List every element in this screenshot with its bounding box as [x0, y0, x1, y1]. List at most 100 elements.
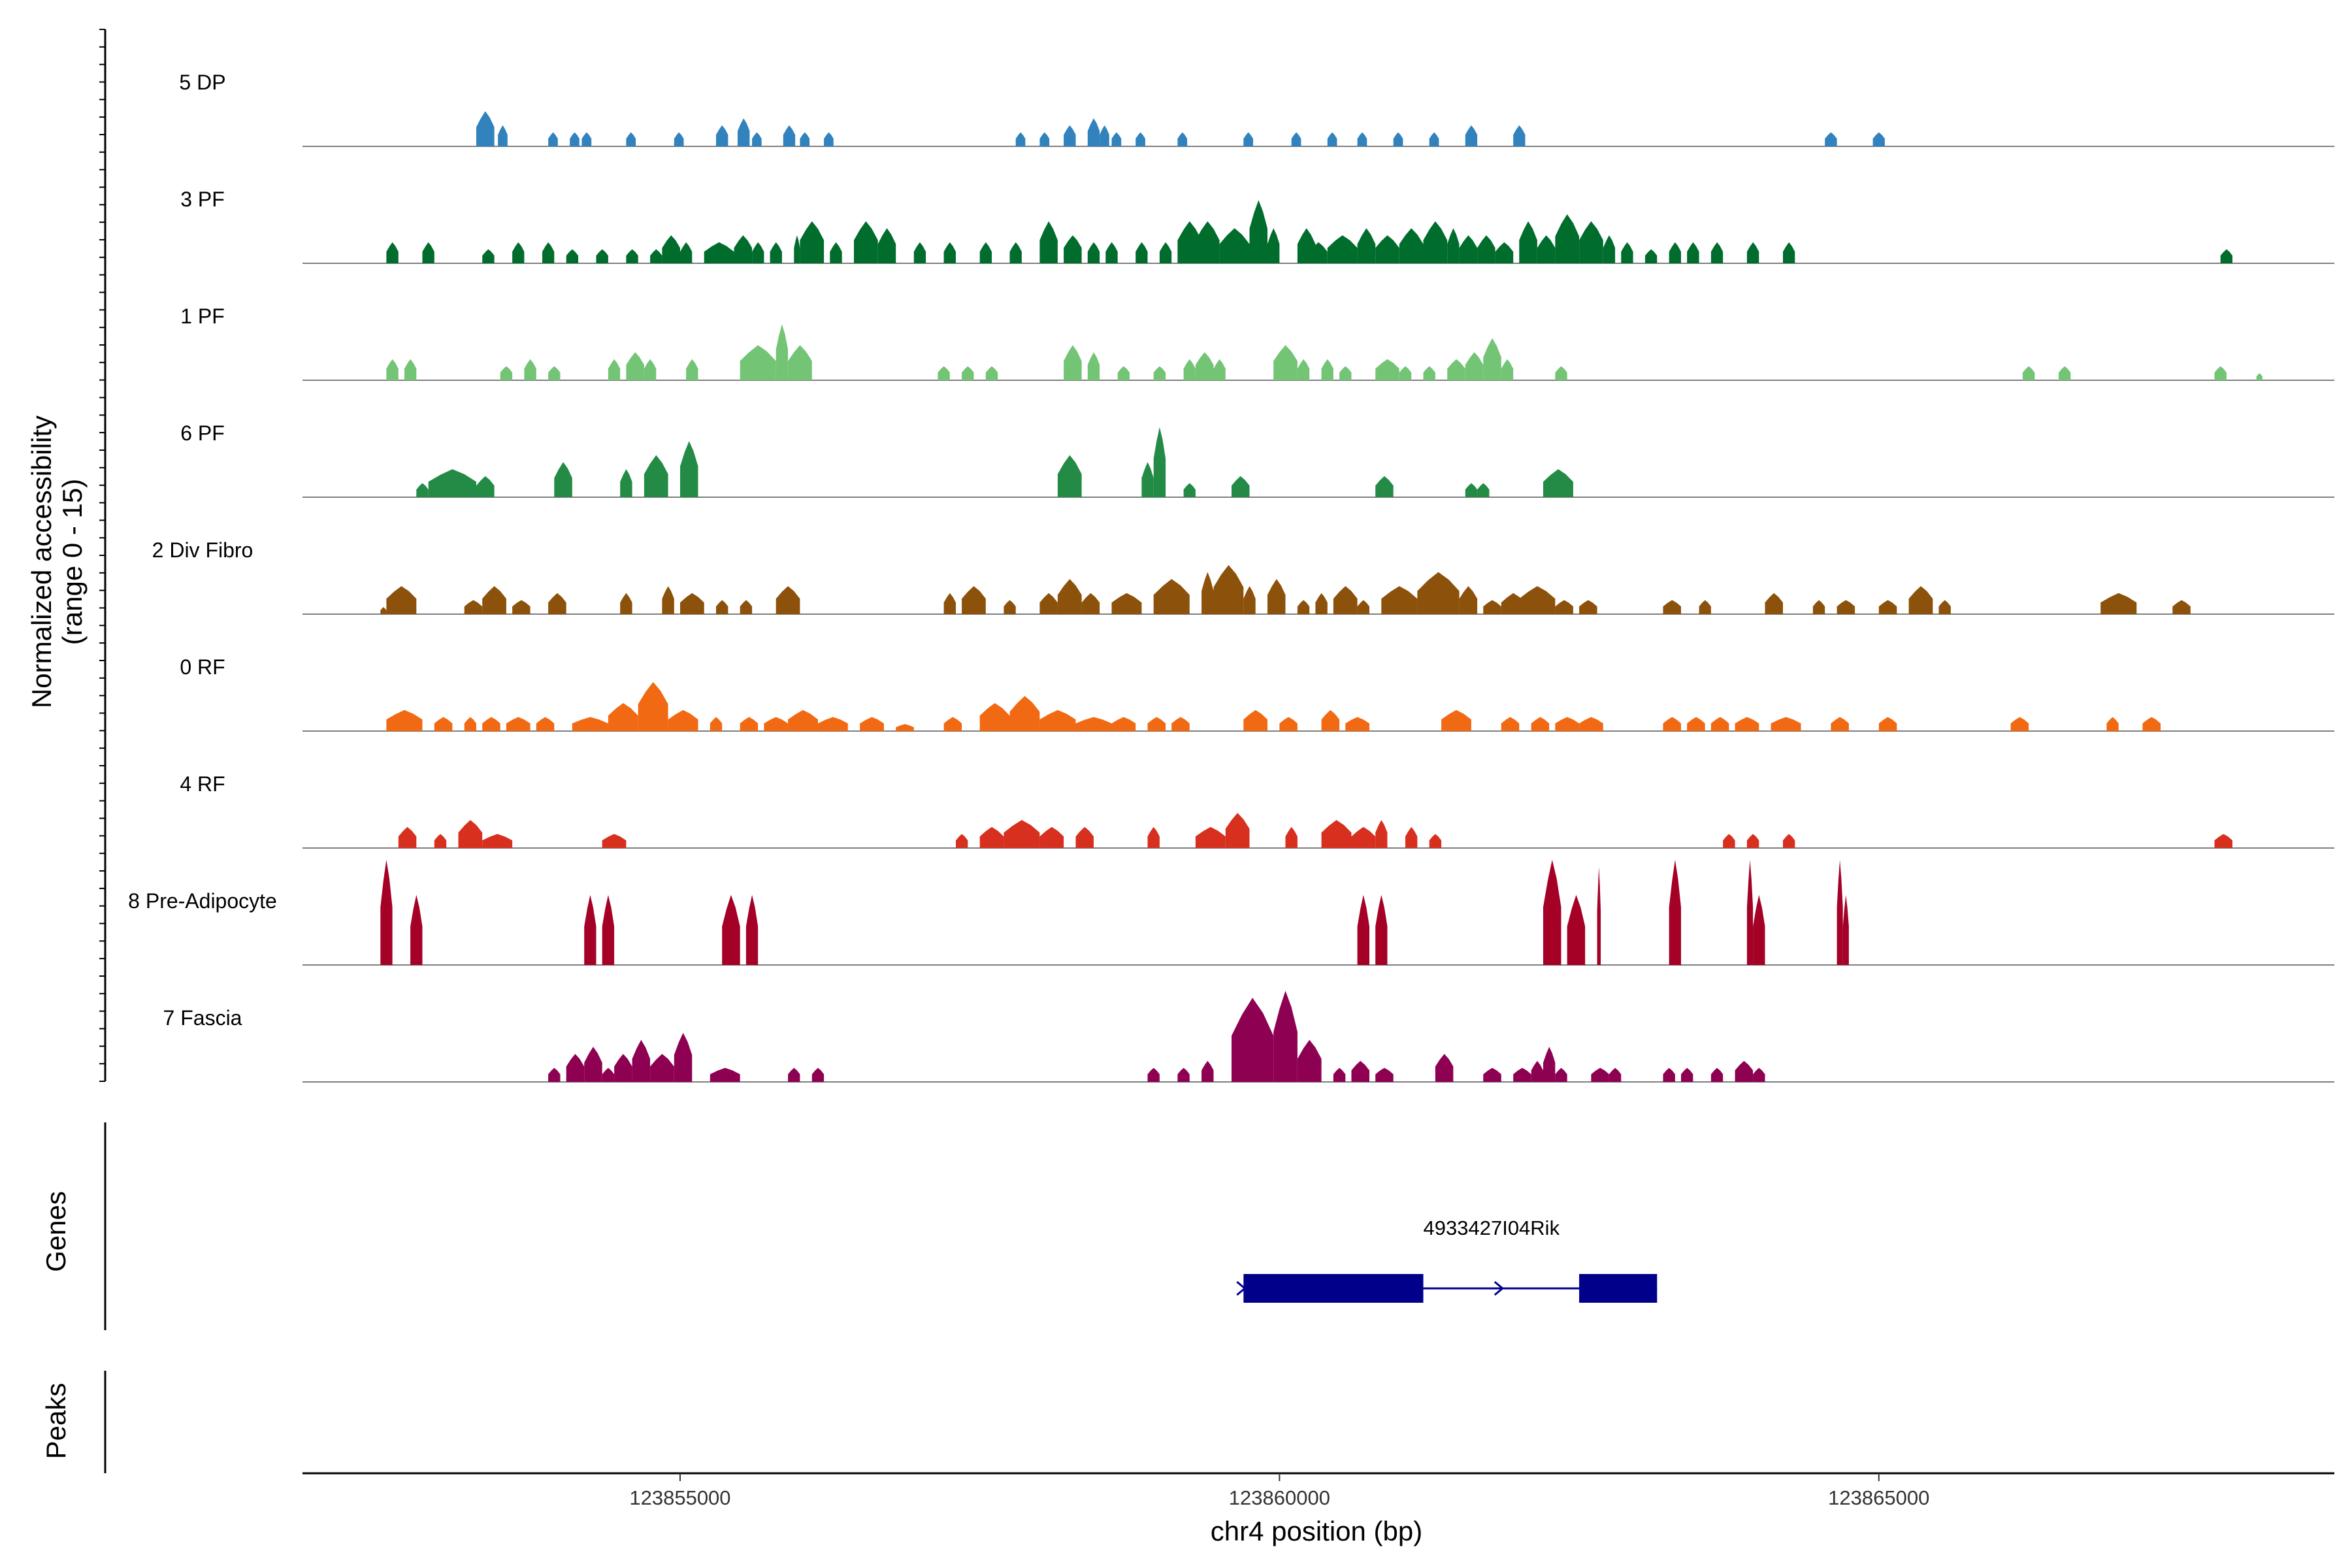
coverage-peak	[1243, 710, 1267, 731]
coverage-peak	[1812, 600, 1825, 614]
coverage-peak	[818, 717, 848, 731]
coverage-peak	[434, 834, 447, 848]
coverage-peak	[1195, 221, 1220, 263]
coverage-peak	[1483, 600, 1501, 614]
coverage-peak	[1153, 579, 1190, 614]
x-tick-label: 123865000	[1828, 1486, 1929, 1509]
x-axis: 123855000 123860000 123865000	[302, 1472, 2334, 1509]
coverage-peak	[632, 1039, 651, 1082]
coverage-peak	[482, 834, 513, 848]
coverage-peak	[422, 242, 434, 263]
coverage-peak	[1543, 469, 1573, 497]
coverage-peak	[380, 860, 393, 965]
coverage-peak	[1105, 242, 1118, 263]
coverage-peak	[1837, 600, 1855, 614]
coverage-peak	[644, 455, 668, 497]
coverage-peak	[602, 834, 627, 848]
coverage-peak	[570, 132, 580, 146]
coverage-peak	[1495, 242, 1514, 263]
coverage-peak	[1057, 455, 1082, 497]
coverage-peak	[1842, 894, 1849, 965]
coverage-peak	[1249, 200, 1267, 263]
coverage-peak	[1555, 717, 1580, 731]
coverage-peak	[1213, 564, 1244, 614]
coverage-peak	[1423, 366, 1435, 380]
coverage-peak	[710, 717, 723, 731]
coverage-peak	[1513, 125, 1526, 146]
coverage-peak	[1459, 235, 1478, 263]
coverage-peak	[386, 710, 423, 731]
coverage-peak	[1195, 352, 1214, 380]
coverage-peak	[722, 894, 740, 965]
coverage-peak	[2256, 373, 2262, 380]
track-0-rf: 0 RF	[180, 655, 2334, 732]
track-label: 4 RF	[180, 772, 225, 796]
coverage-peak	[776, 324, 789, 380]
coverage-peak	[1327, 235, 1358, 263]
coverage-peak	[979, 242, 992, 263]
coverage-peak	[1687, 242, 1699, 263]
coverage-peak	[1171, 717, 1190, 731]
coverage-peak	[572, 717, 608, 731]
coverage-peak	[1039, 710, 1076, 731]
track-label: 5 DP	[179, 71, 225, 94]
coverage-peak	[1417, 572, 1460, 614]
gene-exon	[1243, 1274, 1424, 1303]
coverage-peak	[740, 600, 753, 614]
coverage-peak	[1681, 1068, 1693, 1082]
coverage-peak	[608, 703, 638, 731]
coverage-peak	[584, 1047, 602, 1082]
coverage-peak	[1087, 352, 1100, 380]
track-1-pf: 1 PF	[180, 304, 2334, 381]
coverage-peak	[1687, 717, 1705, 731]
coverage-peak	[1243, 132, 1253, 146]
coverage-peak	[1009, 242, 1022, 263]
coverage-peak	[943, 593, 956, 614]
coverage-peak	[398, 826, 417, 848]
x-tick-label: 123855000	[629, 1486, 730, 1509]
coverage-peak	[1297, 1039, 1322, 1082]
coverage-peak	[1111, 717, 1136, 731]
coverage-peak	[464, 717, 476, 731]
coverage-peak	[1735, 717, 1759, 731]
track-7-fascia: 7 Fascia	[163, 990, 2334, 1083]
coverage-peak	[1603, 235, 1616, 263]
coverage-peak	[1333, 586, 1358, 614]
coverage-peak	[482, 586, 506, 614]
track-2-div-fibro: 2 Div Fibro	[152, 538, 2334, 615]
coverage-peak	[476, 476, 495, 497]
track-label: 2 Div Fibro	[152, 538, 253, 562]
coverage-peak	[1321, 359, 1333, 380]
coverage-peak	[1297, 359, 1310, 380]
coverage-peak	[680, 242, 693, 263]
coverage-peak	[745, 894, 759, 965]
gene-exon	[1579, 1274, 1658, 1303]
coverage-peak	[1674, 894, 1681, 965]
y-axis-title: Normalized accessibility	[26, 416, 57, 708]
coverage-peak	[1579, 221, 1603, 263]
coverage-peak	[1357, 894, 1369, 965]
coverage-peak	[716, 600, 728, 614]
coverage-peak	[1339, 366, 1352, 380]
coverage-peak	[794, 235, 800, 263]
coverage-peak	[1746, 242, 1759, 263]
coverage-peak	[1004, 820, 1040, 848]
coverage-peak	[554, 462, 572, 497]
coverage-peak	[752, 242, 764, 263]
coverage-peak	[1064, 125, 1076, 146]
coverage-peak	[464, 600, 483, 614]
coverage-peak	[1735, 1060, 1754, 1082]
coverage-peak	[740, 717, 759, 731]
coverage-peak	[1531, 717, 1550, 731]
coverage-peak	[1465, 483, 1478, 497]
coverage-peak	[1423, 221, 1448, 263]
coverage-peak	[1501, 717, 1520, 731]
coverage-peak	[1783, 242, 1795, 263]
coverage-peak	[1837, 860, 1843, 965]
coverage-peak	[1147, 826, 1160, 848]
coverage-peak	[1351, 1060, 1369, 1082]
coverage-peak	[1543, 860, 1561, 965]
coverage-peak	[1531, 1060, 1543, 1082]
coverage-peak	[860, 717, 884, 731]
coverage-peak	[1447, 228, 1460, 263]
